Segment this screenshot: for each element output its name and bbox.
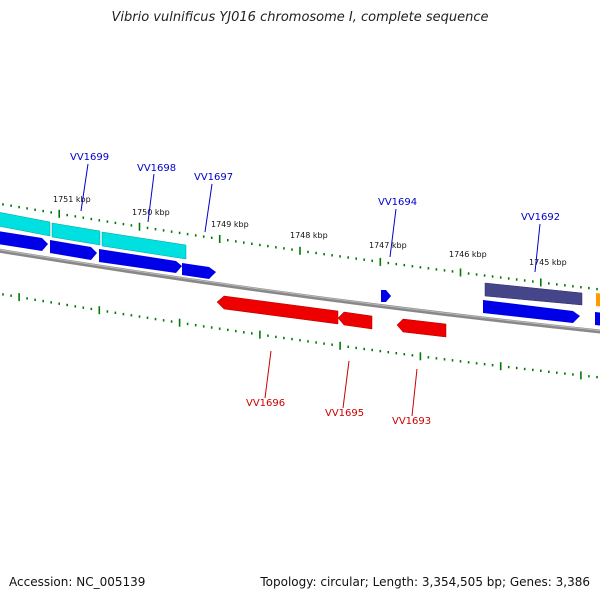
leader-line <box>342 360 350 409</box>
gene-label-top[interactable]: VV1692 <box>521 212 560 223</box>
leader-line <box>389 208 397 258</box>
gene-label-bottom[interactable]: VV1693 <box>392 416 431 427</box>
leader-line <box>147 173 155 223</box>
gene-minus-3[interactable] <box>396 318 447 338</box>
gene-plus-2[interactable] <box>50 240 97 260</box>
chromosome-backbone <box>0 248 600 334</box>
kbp-label: 1749 kbp <box>211 220 249 229</box>
sequence-summary: Topology: circular; Length: 3,354,505 bp… <box>260 575 590 589</box>
gene-label-top[interactable]: VV1697 <box>194 172 233 183</box>
gene-label-top[interactable]: VV1694 <box>378 197 417 208</box>
kbp-label: 1748 kbp <box>290 231 328 240</box>
gene-label-bottom[interactable]: VV1696 <box>246 398 285 409</box>
leader-line <box>264 350 272 399</box>
kbp-label: 1747 kbp <box>369 241 407 250</box>
leader-line <box>411 368 418 417</box>
gene-minus-1[interactable] <box>216 295 339 325</box>
cds-band-cyan-2[interactable] <box>51 222 101 246</box>
kbp-label: 1746 kbp <box>449 250 487 259</box>
gene-plus-1[interactable] <box>0 231 48 251</box>
outer-tick-track <box>2 203 598 291</box>
cds-band-cyan-3[interactable] <box>101 231 187 260</box>
chromosome-backbone-highlight <box>0 249 600 331</box>
gene-slate[interactable] <box>484 282 583 306</box>
leader-line <box>204 183 213 233</box>
accession: Accession: NC_005139 <box>9 575 146 589</box>
kbp-label: 1751 kbp <box>53 195 91 204</box>
inner-tick-track <box>2 293 598 380</box>
leader-line <box>534 223 541 273</box>
gene-plus-7[interactable] <box>595 312 600 326</box>
gene-minus-2[interactable] <box>337 311 373 330</box>
gene-orange[interactable] <box>596 293 600 307</box>
gene-plus-4[interactable] <box>182 263 216 279</box>
kbp-label: 1750 kbp <box>132 208 170 217</box>
gene-label-top[interactable]: VV1699 <box>70 152 109 163</box>
gene-plus-3[interactable] <box>99 249 182 273</box>
map-title: Vibrio vulnificus YJ016 chromosome I, co… <box>111 10 489 25</box>
leader-line <box>80 163 89 212</box>
gene-label-top[interactable]: VV1698 <box>137 163 176 174</box>
gene-plus-6[interactable] <box>483 300 580 323</box>
cds-band-cyan-1[interactable] <box>0 212 51 237</box>
gene-plus-5[interactable] <box>381 290 391 302</box>
kbp-label: 1745 kbp <box>529 258 567 267</box>
gene-label-bottom[interactable]: VV1695 <box>325 408 364 419</box>
